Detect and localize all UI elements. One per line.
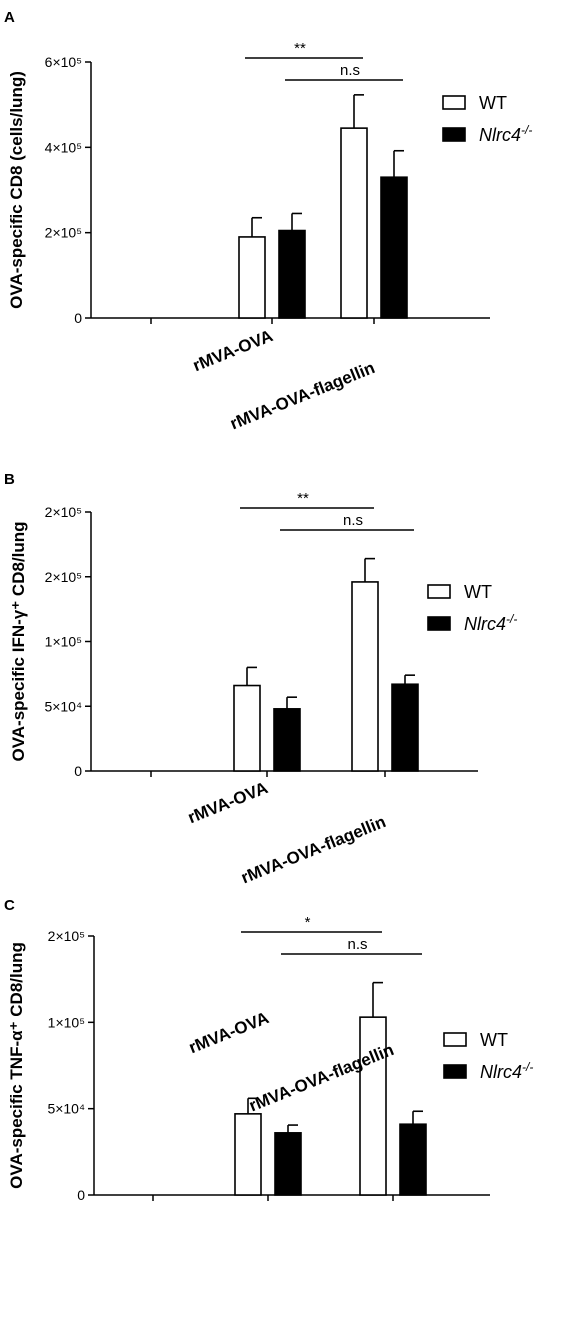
significance-label: * (305, 914, 311, 931)
y-tick-label: 0 (74, 310, 82, 326)
x-category-label: rMVA-OVA (186, 1008, 271, 1057)
y-tick-label: 2×10⁵ (45, 504, 82, 520)
y-tick-label: 0 (77, 1187, 85, 1203)
y-tick-label: 2×10⁵ (45, 569, 82, 585)
panel-b: B 0 5×10⁴ 1×10⁵ 2×10⁵ 2×10⁵ OVA-specific IFN-γ… (4, 471, 517, 887)
legend-swatch-wt (443, 1032, 467, 1047)
significance-label: n.s (340, 62, 360, 79)
significance-label: n.s (343, 512, 363, 529)
panel-c: C 0 5×10⁴ 1×10⁵ 2×10⁵ OVA-specific TNF-α⁺ CD8… (4, 897, 533, 1203)
y-tick-label: 5×10⁴ (44, 698, 82, 714)
legend-label-nlrc4-base: Nlrc4 (480, 1062, 522, 1082)
legend-swatch-wt (427, 584, 451, 599)
bar-wt-1 (238, 236, 266, 319)
legend: WT Nlrc4-/- (443, 1030, 533, 1082)
x-category-label: rMVA-OVA-flagellin (238, 812, 388, 887)
legend-swatch-nlrc4 (427, 616, 451, 631)
y-tick-label: 6×10⁵ (45, 54, 82, 70)
legend-label-nlrc4: Nlrc4-/- (479, 123, 532, 145)
bar-wt-1 (234, 1113, 262, 1196)
bar-nlrc4-2 (380, 176, 408, 319)
legend-label-nlrc4-base: Nlrc4 (479, 125, 521, 145)
legend-label-nlrc4-superscript: -/- (521, 123, 532, 137)
x-category-label: rMVA-OVA (185, 778, 270, 827)
legend-swatch-nlrc4 (442, 127, 466, 142)
panel-letter: B (4, 471, 15, 488)
bar-nlrc4-1 (274, 1132, 302, 1196)
legend-label-nlrc4: Nlrc4-/- (480, 1060, 533, 1082)
panel-a: A 0 2×10⁵ 4×10⁵ 6×10⁵ OVA-specific CD8 (cells… (4, 9, 532, 433)
significance-label: ** (297, 490, 309, 507)
legend-label-nlrc4: Nlrc4-/- (464, 612, 517, 634)
significance-label: ** (294, 40, 306, 57)
y-tick-label: 1×10⁵ (48, 1014, 85, 1030)
legend-label-wt: WT (464, 582, 492, 602)
x-category-label: rMVA-OVA-flagellin (227, 358, 377, 433)
legend-swatch-wt (442, 95, 466, 110)
legend-label-nlrc4-base: Nlrc4 (464, 614, 506, 634)
y-tick-label: 2×10⁵ (45, 225, 82, 241)
bar-nlrc4-2 (391, 683, 419, 772)
x-category-label: rMVA-OVA (190, 326, 275, 375)
y-axis-label: OVA-specific TNF-α⁺ CD8/lung (7, 942, 26, 1189)
y-tick-label: 0 (74, 763, 82, 779)
bar-wt-2 (340, 127, 368, 319)
significance-label: n.s (347, 936, 367, 953)
y-axis-label: OVA-specific IFN-γ⁺ CD8/lung (9, 521, 28, 761)
bar-nlrc4-2 (399, 1123, 427, 1196)
legend: WT Nlrc4-/- (442, 93, 532, 145)
bar-nlrc4-1 (278, 229, 306, 319)
bar-nlrc4-1 (273, 708, 301, 772)
y-tick-label: 2×10⁵ (48, 928, 85, 944)
y-tick-label: 4×10⁵ (45, 139, 82, 155)
legend-label-nlrc4-superscript: -/- (522, 1060, 533, 1074)
y-tick-label: 1×10⁵ (45, 634, 82, 650)
y-axis-label: OVA-specific CD8 (cells/lung) (7, 71, 26, 309)
legend-swatch-nlrc4 (443, 1064, 467, 1079)
panel-letter: A (4, 9, 15, 26)
y-tick-label: 5×10⁴ (47, 1101, 85, 1117)
bar-wt-1 (233, 684, 261, 772)
legend: WT Nlrc4-/- (427, 582, 517, 634)
legend-label-wt: WT (479, 93, 507, 113)
bar-wt-2 (351, 581, 379, 772)
legend-label-wt: WT (480, 1030, 508, 1050)
legend-label-nlrc4-superscript: -/- (506, 612, 517, 626)
bar-wt-2 (359, 1016, 387, 1196)
panel-letter: C (4, 897, 15, 914)
